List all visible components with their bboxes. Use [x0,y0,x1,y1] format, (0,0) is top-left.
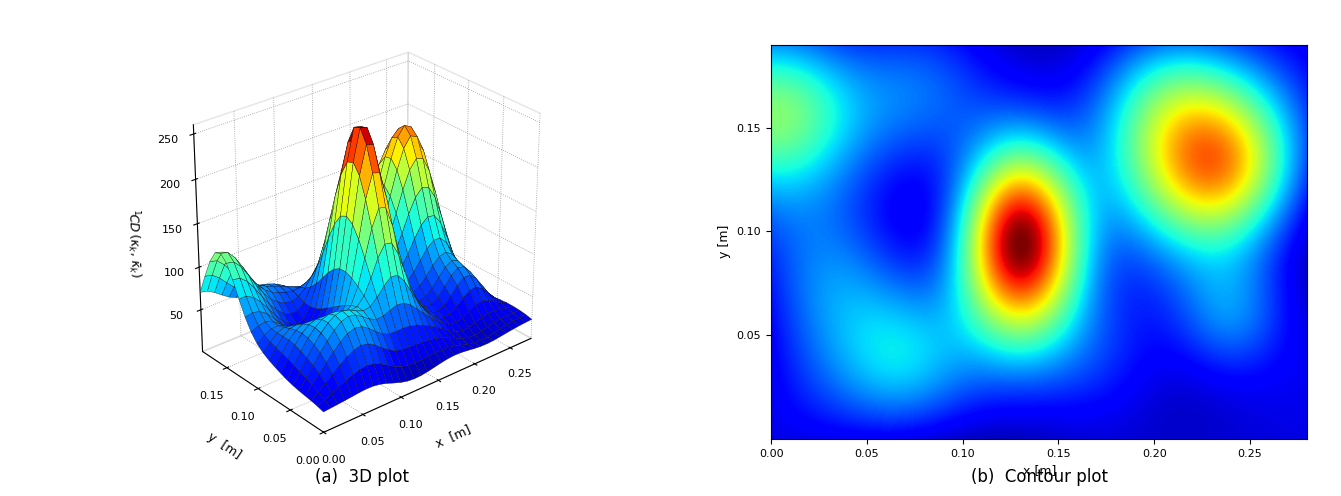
X-axis label: x [m]: x [m] [1023,464,1055,477]
Y-axis label: y  [m]: y [m] [205,430,243,461]
X-axis label: x  [m]: x [m] [433,422,473,449]
Y-axis label: y [m]: y [m] [719,225,731,258]
Text: (a)  3D plot: (a) 3D plot [315,468,409,486]
Text: (b)  Contour plot: (b) Contour plot [971,468,1108,486]
